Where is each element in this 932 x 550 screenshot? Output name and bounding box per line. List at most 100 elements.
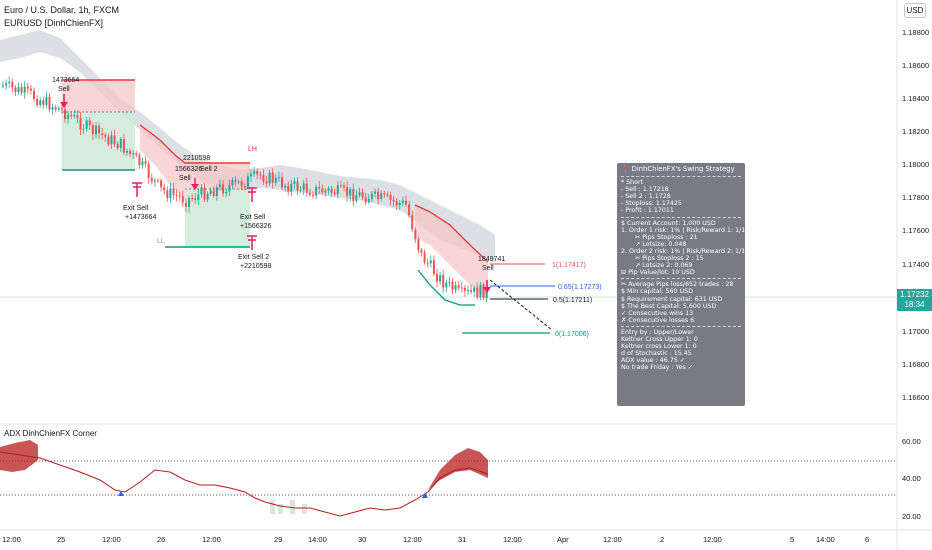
panel-line: 2. Order 2 risk: 1% | Risk/Reward 2: 1/1… bbox=[621, 247, 745, 255]
candle-body bbox=[113, 135, 116, 145]
candle-body bbox=[200, 187, 203, 195]
candle-body bbox=[163, 187, 166, 191]
candle-body bbox=[57, 108, 60, 110]
sell-arrow-1 bbox=[60, 94, 68, 108]
candle-body bbox=[305, 183, 308, 193]
candle-body bbox=[11, 81, 14, 88]
sell-2a-label: Sell bbox=[179, 175, 191, 182]
time-tick: 5 bbox=[790, 535, 794, 544]
adx-fill-1 bbox=[0, 440, 38, 472]
candle-body bbox=[51, 107, 54, 110]
candle-body bbox=[281, 177, 283, 188]
candle-body bbox=[135, 153, 138, 156]
trailing-stop-line bbox=[139, 124, 186, 164]
time-tick: 31 bbox=[458, 535, 466, 544]
candle-body bbox=[250, 173, 252, 177]
candle-body bbox=[67, 114, 70, 120]
time-tick: 12:00 bbox=[703, 535, 722, 544]
candle-body bbox=[203, 187, 206, 200]
candle-body bbox=[150, 177, 153, 182]
candle-body bbox=[420, 249, 423, 253]
candle-body bbox=[60, 108, 63, 110]
panel-line: * Short bbox=[621, 179, 644, 187]
time-tick: 25 bbox=[57, 535, 65, 544]
candle-body bbox=[392, 199, 395, 202]
price-axis[interactable]: 1.18800 1.18600 1.18400 1.18200 1.18000 … bbox=[902, 28, 929, 402]
candle-body bbox=[463, 287, 466, 291]
candle-body bbox=[191, 197, 194, 199]
price-tick: 1.18000 bbox=[902, 160, 929, 169]
candle-body bbox=[129, 150, 132, 154]
candle-body bbox=[122, 139, 125, 153]
candle-body bbox=[138, 155, 141, 166]
candle-body bbox=[222, 184, 225, 194]
exit-marker-3 bbox=[247, 235, 257, 250]
adx-line bbox=[0, 451, 429, 517]
projection-line bbox=[489, 279, 553, 331]
candle-body bbox=[85, 120, 88, 129]
panel-line: Keltner cross Lower 1: 0 bbox=[621, 343, 697, 351]
candlestick-series[interactable] bbox=[2, 76, 488, 303]
panel-line: Keltner Cross Upper 1: 0 bbox=[621, 335, 698, 343]
candle-body bbox=[107, 136, 110, 145]
candle-body bbox=[104, 134, 107, 137]
exit-1-value: +1473664 bbox=[125, 214, 156, 221]
time-axis[interactable]: 12:00 25 12:00 26 12:00 29 14:00 30 12:0… bbox=[2, 535, 869, 544]
level-label-0: 0(1.17006) bbox=[555, 331, 589, 338]
candle-body bbox=[429, 260, 432, 264]
candle-body bbox=[231, 179, 234, 186]
candle-body bbox=[414, 229, 417, 240]
candle-body bbox=[256, 171, 259, 175]
candle-body bbox=[476, 287, 479, 298]
lh-marker: LH bbox=[248, 146, 257, 153]
candle-body bbox=[215, 187, 218, 196]
candle-body bbox=[29, 88, 32, 91]
candle-body bbox=[98, 125, 101, 134]
candle-body bbox=[70, 114, 73, 117]
level-label-065: 0.65(1.17273) bbox=[558, 284, 602, 291]
adx-indicator-title[interactable]: ADX DinhChienFX Corner bbox=[4, 429, 97, 438]
candle-body bbox=[82, 128, 85, 130]
indicator-label[interactable]: EURUSD [DinhChienFX] bbox=[4, 18, 104, 28]
symbol-title[interactable]: Euro / U.S. Dollar, 1h, FXCM bbox=[4, 5, 120, 15]
candle-body bbox=[355, 195, 358, 202]
candle-body bbox=[454, 285, 457, 290]
candle-body bbox=[432, 260, 435, 274]
panel-line: No trade Friday : Yes ✓ bbox=[621, 364, 694, 372]
candle-body bbox=[246, 176, 249, 188]
panel-divider bbox=[621, 176, 741, 178]
candle-body bbox=[5, 83, 8, 86]
candle-body bbox=[327, 188, 330, 191]
exit-marker-1 bbox=[132, 182, 142, 197]
panel-line: d of Stochastic : 15.45 bbox=[621, 350, 692, 358]
candle-body bbox=[408, 204, 411, 216]
candle-body bbox=[20, 87, 23, 93]
time-tick: 12:00 bbox=[202, 535, 221, 544]
candle-body bbox=[470, 290, 473, 292]
currency-button[interactable]: USD bbox=[904, 3, 926, 18]
candle-body bbox=[39, 100, 42, 105]
candle-body bbox=[436, 273, 438, 282]
time-tick: 12:00 bbox=[503, 535, 522, 544]
candle-body bbox=[181, 196, 184, 203]
trailing-stop-line-2 bbox=[414, 204, 489, 263]
price-tick: 1.17400 bbox=[902, 260, 929, 269]
candle-body bbox=[116, 144, 119, 148]
candle-body bbox=[457, 285, 460, 288]
candle-body bbox=[426, 262, 429, 264]
panel-line: $ The Best Capital: 5,600 USD bbox=[621, 302, 717, 310]
candle-body bbox=[175, 194, 178, 196]
panel-divider bbox=[621, 216, 741, 218]
panel-line: 1. Order 1 risk: 1% | Risk/Reward 1: 1/1 bbox=[621, 226, 745, 234]
candle-body bbox=[330, 188, 333, 193]
candle-body bbox=[197, 194, 200, 200]
candle-body bbox=[383, 193, 386, 195]
candle-body bbox=[333, 192, 336, 195]
price-tick: 1.16600 bbox=[902, 393, 929, 402]
candle-body bbox=[315, 186, 318, 196]
panel-line: Entry by : Upper/Lower bbox=[621, 328, 694, 336]
candle-body bbox=[160, 180, 163, 188]
trailing-stop-band bbox=[140, 125, 185, 200]
candle-body bbox=[386, 194, 389, 196]
